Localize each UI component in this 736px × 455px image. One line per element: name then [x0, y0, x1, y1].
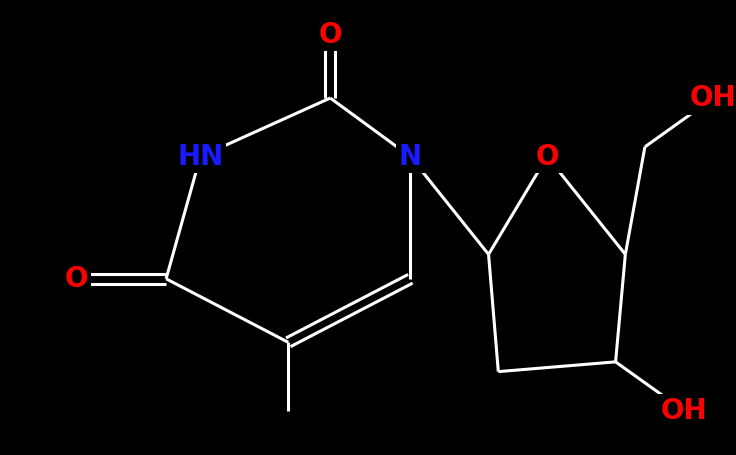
Text: HN: HN: [177, 143, 224, 171]
Text: O: O: [319, 20, 342, 49]
Text: O: O: [535, 143, 559, 171]
Text: OH: OH: [661, 397, 707, 425]
Text: N: N: [399, 143, 422, 171]
Text: O: O: [65, 265, 88, 293]
Text: OH: OH: [690, 84, 736, 112]
